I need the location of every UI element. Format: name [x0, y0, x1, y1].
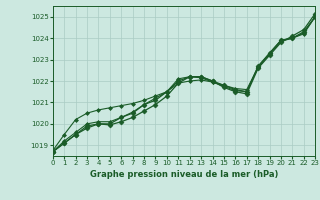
- X-axis label: Graphe pression niveau de la mer (hPa): Graphe pression niveau de la mer (hPa): [90, 170, 278, 179]
